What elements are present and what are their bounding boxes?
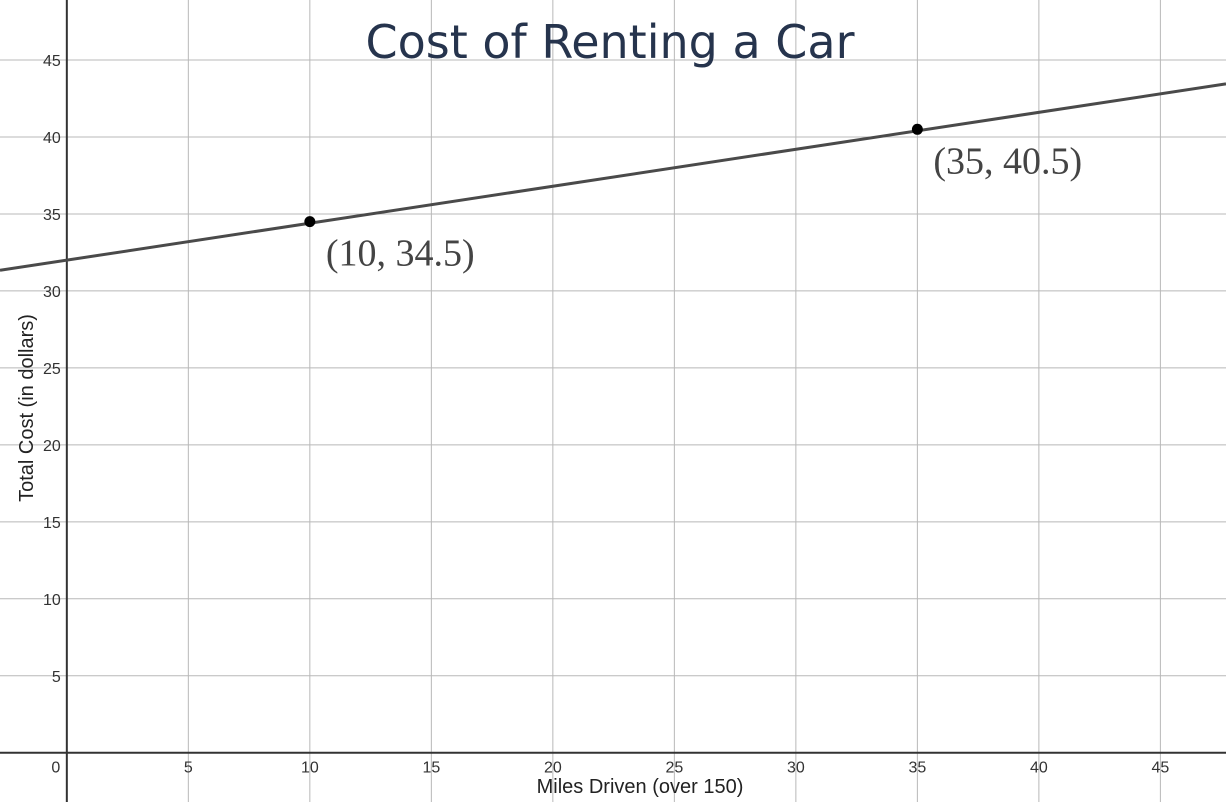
x-axis-label: Miles Driven (over 150) bbox=[537, 776, 744, 798]
y-tick-label: 35 bbox=[43, 207, 61, 224]
y-tick-label: 45 bbox=[43, 53, 61, 70]
y-tick-label: 5 bbox=[52, 669, 61, 686]
y-tick-label: 40 bbox=[43, 130, 61, 147]
x-tick-label: 15 bbox=[422, 760, 440, 777]
chart-title: Cost of Renting a Car bbox=[365, 15, 854, 69]
data-point bbox=[304, 216, 316, 228]
y-tick-label: 30 bbox=[43, 284, 61, 301]
y-tick-label: 10 bbox=[43, 592, 61, 609]
x-tick-label: 5 bbox=[184, 760, 193, 777]
data-point bbox=[911, 123, 923, 135]
x-tick-label: 30 bbox=[787, 760, 805, 777]
data-point-label: (10, 34.5) bbox=[326, 233, 475, 275]
x-tick-label: 40 bbox=[1030, 760, 1048, 777]
x-tick-label: 10 bbox=[301, 760, 319, 777]
tick-labels: 0 5 10 15 20 25 30 35 40 45 5 10 15 20 25 30 35 40 45 bbox=[43, 53, 1169, 777]
y-axis-label: Total Cost (in dollars) bbox=[16, 314, 38, 502]
x-tick-label: 0 bbox=[51, 760, 60, 777]
y-tick-label: 25 bbox=[43, 361, 61, 378]
data-point-label: (35, 40.5) bbox=[933, 140, 1082, 182]
data-points: (10, 34.5) (35, 40.5) bbox=[304, 123, 1082, 275]
x-tick-label: 35 bbox=[908, 760, 926, 777]
x-tick-label: 45 bbox=[1151, 760, 1169, 777]
x-tick-label: 25 bbox=[665, 760, 683, 777]
y-tick-label: 20 bbox=[43, 438, 61, 455]
x-tick-label: 20 bbox=[544, 760, 562, 777]
series-line bbox=[0, 82, 1226, 272]
y-tick-label: 15 bbox=[43, 515, 61, 532]
series-lines bbox=[0, 82, 1226, 272]
